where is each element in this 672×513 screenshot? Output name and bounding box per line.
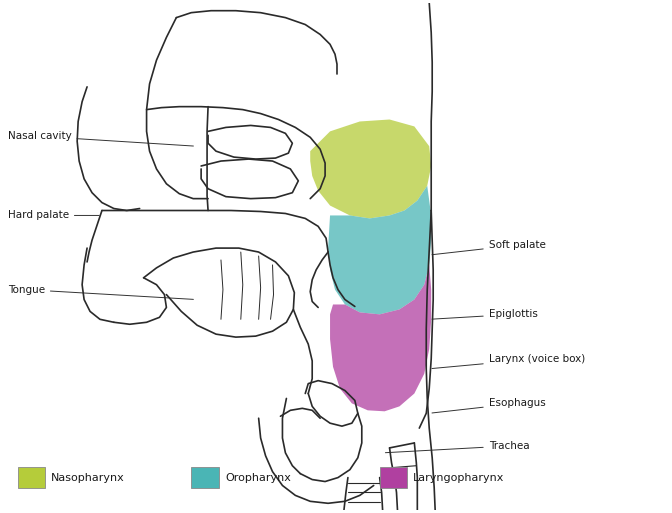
- Text: Esophagus: Esophagus: [432, 399, 546, 413]
- Bar: [192, 467, 219, 488]
- Text: Nasopharynx: Nasopharynx: [51, 472, 125, 483]
- Polygon shape: [330, 265, 431, 411]
- Polygon shape: [310, 120, 431, 219]
- Text: Trachea: Trachea: [385, 441, 530, 452]
- Text: Larynx (voice box): Larynx (voice box): [432, 354, 585, 368]
- Bar: [380, 467, 407, 488]
- Text: Oropharynx: Oropharynx: [225, 472, 291, 483]
- Text: Epiglottis: Epiglottis: [432, 309, 538, 320]
- Text: Tongue: Tongue: [8, 285, 194, 300]
- Text: Soft palate: Soft palate: [432, 240, 546, 255]
- Text: Laryngopharynx: Laryngopharynx: [413, 472, 505, 483]
- Bar: [17, 467, 46, 488]
- Text: Hard palate: Hard palate: [8, 210, 99, 221]
- Polygon shape: [328, 186, 431, 314]
- Text: Nasal cavity: Nasal cavity: [8, 131, 194, 146]
